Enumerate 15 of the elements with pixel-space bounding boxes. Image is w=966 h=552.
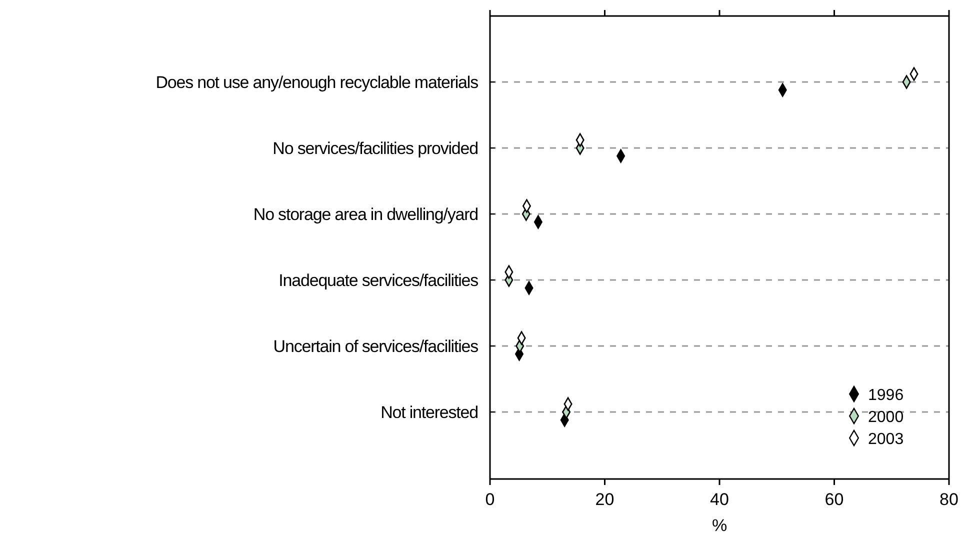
x-tick-label: 80 (940, 490, 958, 509)
y-tick-label: No services/facilities provided (272, 139, 478, 158)
legend-label: 2003 (868, 431, 904, 448)
y-tick-label: Does not use any/enough recyclable materials (156, 73, 478, 92)
y-tick-label: Inadequate services/facilities (278, 271, 478, 290)
x-tick-label: 40 (710, 490, 729, 509)
x-tick-label: 0 (485, 490, 495, 509)
legend-label: 2000 (868, 409, 904, 426)
y-tick-label: Uncertain of services/facilities (273, 337, 478, 356)
x-tick-label: 60 (824, 490, 844, 509)
y-tick-label: No storage area in dwelling/yard (253, 205, 478, 224)
y-tick-label: Not interested (380, 403, 478, 422)
x-axis-title: % (712, 516, 728, 535)
x-tick-label: 20 (595, 490, 614, 509)
legend-label: 1996 (868, 387, 904, 404)
